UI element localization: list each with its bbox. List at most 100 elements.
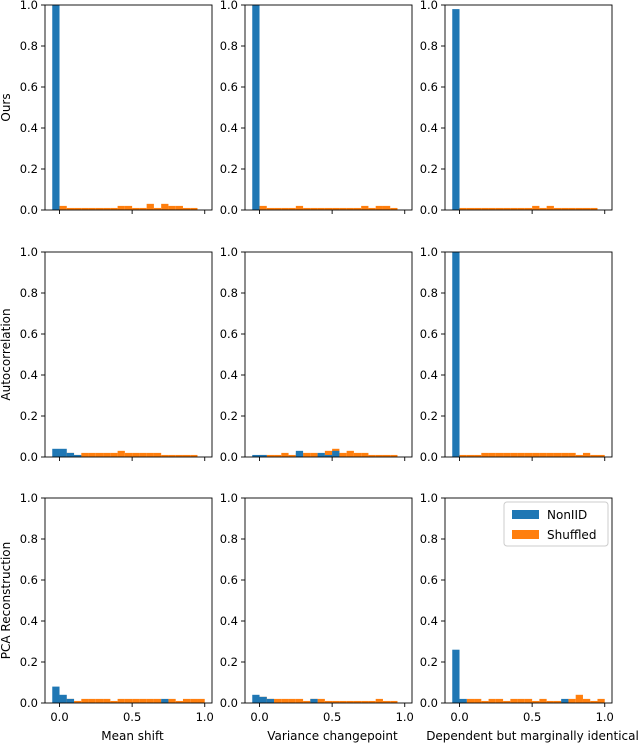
x-tick-label: 0.0	[450, 710, 468, 724]
bar-shuffled	[339, 700, 347, 703]
bar-noniid	[459, 698, 467, 703]
y-tick-label: 0.4	[420, 121, 438, 135]
subplot-pca-reconstruction-dependent-but-marginally-identical: 0.0 0.2 0.4 0.6 0.8 1.0 0.0 0.5 1.0	[420, 491, 614, 724]
bar-shuffled	[81, 452, 89, 457]
bar-shuffled	[361, 205, 369, 210]
bar-shuffled	[553, 452, 562, 457]
bar-shuffled	[168, 454, 176, 457]
y-tick-label: 0.8	[220, 532, 238, 546]
bar-shuffled	[259, 205, 267, 210]
bar-noniid	[52, 5, 60, 210]
bar-shuffled	[561, 452, 569, 457]
y-tick-label: 0.0	[420, 450, 438, 464]
bar-shuffled	[175, 700, 183, 703]
axes-frame	[444, 497, 613, 704]
bar-shuffled	[339, 452, 347, 457]
bar-shuffled	[124, 205, 133, 210]
row-label-pca-reconstruction: PCA Reconstruction	[0, 542, 13, 659]
y-tick-label: 0.2	[420, 162, 438, 176]
y-tick-label: 0.6	[20, 327, 38, 341]
bar-shuffled	[568, 698, 576, 703]
bar-shuffled	[368, 700, 376, 703]
y-tick-label: 0.8	[220, 39, 238, 53]
bar-shuffled	[153, 452, 162, 457]
bar-shuffled	[575, 454, 583, 457]
bar-shuffled	[95, 698, 104, 703]
bar-noniid	[252, 5, 260, 210]
bar-shuffled	[597, 698, 605, 703]
bar-shuffled	[590, 700, 598, 703]
bar-shuffled	[517, 207, 525, 210]
bar-shuffled	[524, 207, 533, 210]
bar-noniid	[52, 448, 60, 457]
x-tick-label: 0.5	[523, 710, 541, 724]
bar-shuffled	[546, 452, 554, 457]
bar-noniid	[259, 696, 267, 703]
axes-frame	[244, 251, 413, 458]
subplot-autocorrelation-dependent-but-marginally-identical: 0.0 0.2 0.4 0.6 0.8 1.0	[420, 245, 613, 464]
bar-shuffled	[288, 698, 296, 703]
legend-label-shuffled: Shuffled	[547, 528, 596, 542]
bar-shuffled	[546, 700, 554, 703]
bar-shuffled	[382, 454, 391, 457]
bar-shuffled	[590, 207, 598, 210]
bar-noniid	[252, 694, 260, 703]
y-tick-label: 0.8	[20, 39, 38, 53]
bar-shuffled	[317, 698, 325, 703]
bar-shuffled	[353, 207, 362, 210]
y-tick-label: 0.6	[420, 80, 438, 94]
bar-shuffled	[117, 698, 125, 703]
bar-shuffled	[481, 452, 489, 457]
subplot-ours-mean-shift: 0.0 0.2 0.4 0.6 0.8 1.0	[20, 0, 213, 217]
bar-shuffled	[375, 205, 383, 210]
y-tick-label: 0.8	[20, 286, 38, 300]
bar-shuffled	[182, 698, 191, 703]
y-tick-label: 1.0	[420, 245, 438, 259]
bar-shuffled	[539, 452, 547, 457]
bar-shuffled	[66, 207, 75, 210]
y-tick-label: 0.4	[20, 614, 38, 628]
bar-shuffled	[197, 698, 205, 703]
bar-shuffled	[346, 450, 354, 457]
bar-shuffled	[546, 205, 554, 210]
y-tick-label: 0.0	[220, 696, 238, 710]
y-tick-label: 0.8	[420, 286, 438, 300]
bar-shuffled	[488, 207, 496, 210]
bar-shuffled	[103, 698, 111, 703]
bar-shuffled	[274, 207, 282, 210]
bar-shuffled	[81, 207, 89, 210]
axes-frame	[444, 251, 613, 458]
bar-noniid	[317, 452, 325, 457]
bar-shuffled	[524, 452, 533, 457]
bar-shuffled	[346, 700, 354, 703]
bar-noniid	[74, 454, 82, 457]
y-tick-label: 0.4	[20, 368, 38, 382]
col-label-variance-changepoint: Variance changepoint	[267, 729, 398, 743]
bar-shuffled	[175, 454, 183, 457]
bar-shuffled	[281, 452, 289, 457]
bar-shuffled	[324, 450, 333, 457]
bar-shuffled	[390, 700, 398, 703]
y-tick-label: 0.6	[220, 80, 238, 94]
bar-shuffled	[575, 207, 583, 210]
bar-shuffled	[274, 454, 282, 457]
bar-shuffled	[495, 452, 504, 457]
bar-shuffled	[124, 452, 133, 457]
bar-shuffled	[368, 454, 376, 457]
bar-shuffled	[561, 207, 569, 210]
subplot-ours-dependent-but-marginally-identical: 0.0 0.2 0.4 0.6 0.8 1.0	[420, 0, 613, 217]
y-tick-label: 0.6	[420, 573, 438, 587]
axes-frame	[244, 497, 413, 704]
bar-noniid	[66, 452, 75, 457]
bar-shuffled	[266, 207, 275, 210]
bar-shuffled	[332, 207, 340, 210]
y-tick-label: 0.6	[20, 573, 38, 587]
y-tick-label: 0.2	[420, 655, 438, 669]
y-tick-label: 0.0	[20, 696, 38, 710]
bar-noniid	[452, 252, 460, 457]
y-tick-label: 0.0	[420, 696, 438, 710]
bar-noniid	[59, 694, 67, 703]
x-tick-label: 1.0	[396, 710, 414, 724]
bar-shuffled	[488, 698, 496, 703]
bar-shuffled	[466, 454, 475, 457]
